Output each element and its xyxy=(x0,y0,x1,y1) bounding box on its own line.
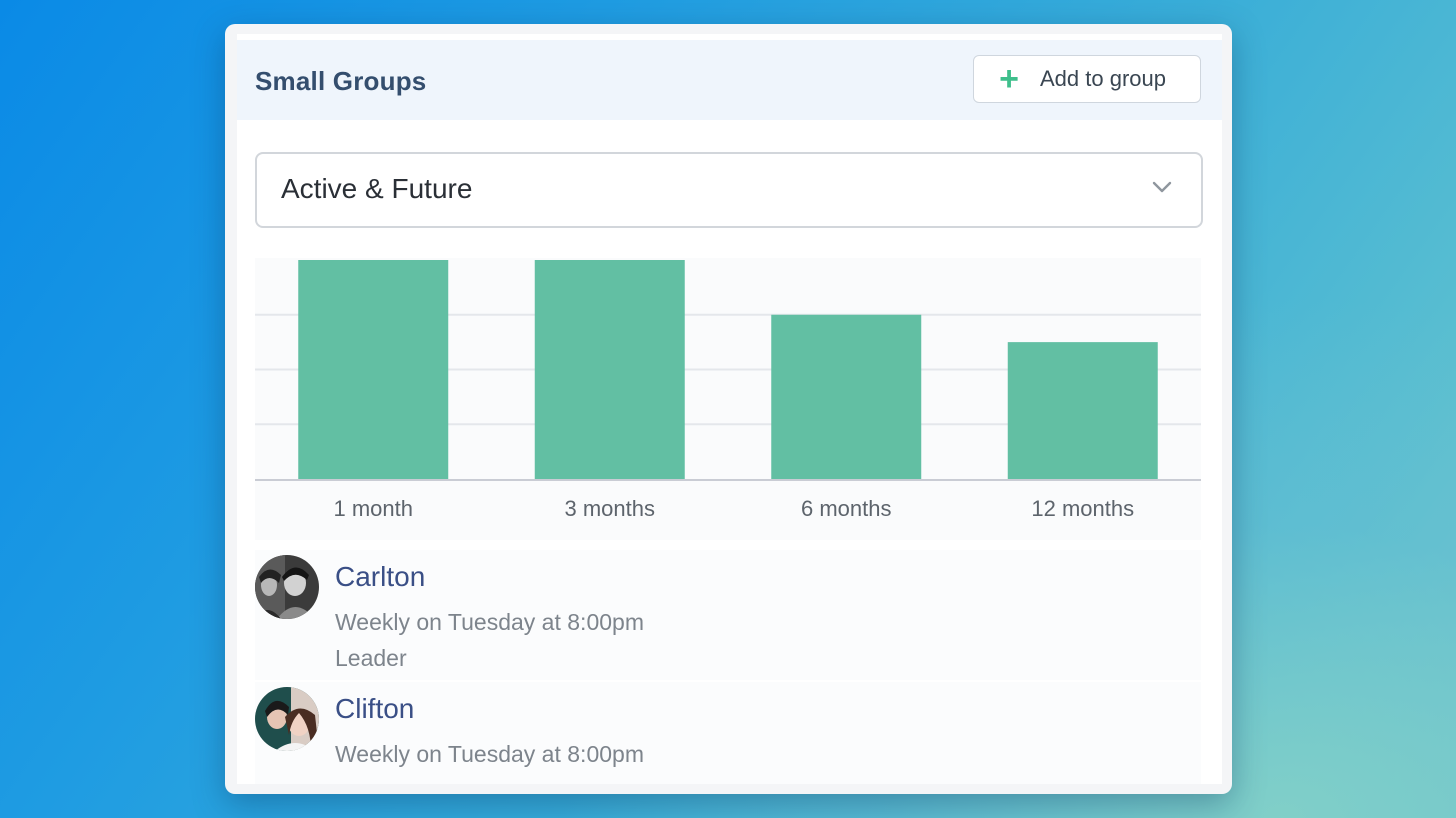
chart-x-tick-label: 12 months xyxy=(1031,496,1134,521)
card-header: Small Groups + Add to group xyxy=(237,40,1222,120)
chart-x-tick-label: 1 month xyxy=(334,496,414,521)
small-groups-card: Small Groups + Add to group Active & Fut… xyxy=(225,24,1232,794)
groups-bar-chart: 1 month 3 months 6 months 12 months xyxy=(255,258,1201,540)
group-item-clifton[interactable]: Clifton Weekly on Tuesday at 8:00pm xyxy=(255,682,1201,784)
chart-bar[interactable] xyxy=(298,260,449,479)
add-to-group-button[interactable]: + Add to group xyxy=(973,55,1201,103)
group-schedule: Weekly on Tuesday at 8:00pm xyxy=(335,741,644,767)
bar-chart-svg: 1 month 3 months 6 months 12 months xyxy=(255,260,1201,521)
group-status-select[interactable]: Active & Future xyxy=(255,152,1203,228)
chart-bar[interactable] xyxy=(534,260,685,479)
group-item-carlton[interactable]: Carlton Weekly on Tuesday at 8:00pm Lead… xyxy=(255,550,1201,680)
group-role: Leader xyxy=(335,645,407,671)
chevron-down-icon xyxy=(1152,181,1172,193)
avatar xyxy=(255,687,319,751)
group-name[interactable]: Clifton xyxy=(335,693,415,724)
group-status-selected-value: Active & Future xyxy=(281,173,473,204)
plus-icon: + xyxy=(999,60,1019,98)
card-top-strip xyxy=(237,34,1222,40)
avatar-carlton-image xyxy=(255,555,319,619)
add-to-group-label: Add to group xyxy=(1040,66,1166,91)
avatar-clifton-image xyxy=(255,687,319,751)
group-name[interactable]: Carlton xyxy=(335,561,426,592)
chart-x-tick-label: 6 months xyxy=(801,496,892,521)
card-title: Small Groups xyxy=(255,66,427,96)
chart-bar[interactable] xyxy=(771,314,922,479)
chart-bar[interactable] xyxy=(1007,342,1158,479)
avatar xyxy=(255,555,319,619)
card-body: Small Groups + Add to group Active & Fut… xyxy=(237,34,1222,784)
group-schedule: Weekly on Tuesday at 8:00pm xyxy=(335,609,644,635)
chart-x-tick-label: 3 months xyxy=(565,496,656,521)
